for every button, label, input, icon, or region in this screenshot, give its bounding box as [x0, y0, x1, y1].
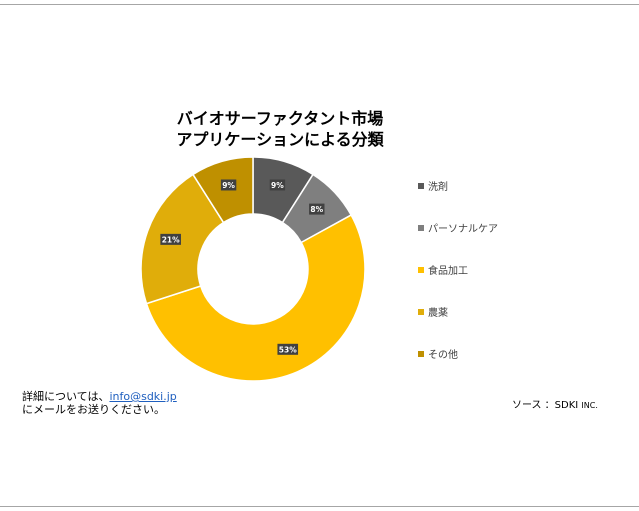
- source-suffix: INC.: [581, 401, 598, 410]
- legend-label: 農薬: [428, 308, 448, 319]
- data-label-text: 53%: [279, 345, 297, 354]
- legend-item-2: パーソナルケア: [418, 220, 498, 235]
- data-label-box: [220, 179, 237, 191]
- contact-prefix: 詳細については、: [22, 390, 110, 403]
- contact-note: 詳細については、info@sdki.jp にメールをお送りください。: [22, 390, 177, 416]
- legend-item-5: その他: [418, 346, 458, 361]
- legend-label: 洗剤: [428, 182, 448, 193]
- data-label-text: 9%: [271, 181, 284, 190]
- legend-item-1: 洗剤: [418, 178, 448, 193]
- data-label-box: [269, 179, 286, 191]
- data-label-box: [277, 343, 299, 355]
- chart-title-line-2: アプリケーションによる分類: [176, 130, 384, 149]
- chart-title: バイオサーファクタント市場 アプリケーションによる分類: [150, 108, 410, 150]
- data-label-3: 53%: [277, 343, 299, 355]
- contact-email-link[interactable]: info@sdki.jp: [109, 390, 177, 403]
- data-label-2: 8%: [309, 203, 325, 215]
- source-label: ソース ：SDKI: [512, 400, 579, 411]
- legend-label: 食品加工: [428, 266, 468, 277]
- data-label-text: 9%: [222, 181, 235, 190]
- legend-item-3: 食品加工: [418, 262, 468, 277]
- bottom-divider: [0, 506, 639, 507]
- top-divider: [0, 4, 639, 5]
- legend-swatch: [418, 224, 424, 231]
- donut-slice-4: [140, 173, 225, 305]
- chart-title-line-1: バイオサーファクタント市場: [176, 109, 384, 128]
- data-label-text: 21%: [162, 235, 180, 244]
- legend-swatch: [418, 266, 424, 273]
- legend-item-4: 農薬: [418, 304, 448, 319]
- legend-swatch: [418, 308, 424, 315]
- contact-suffix: にメールをお送りください。: [22, 403, 165, 416]
- legend-swatch: [418, 350, 424, 357]
- donut-slice-3: [145, 214, 366, 382]
- data-label-box: [160, 233, 181, 245]
- data-label-1: 9%: [269, 179, 286, 191]
- data-label-text: 8%: [310, 205, 323, 214]
- data-label-box: [309, 203, 325, 215]
- data-label-5: 9%: [220, 179, 237, 191]
- legend-swatch: [418, 182, 424, 189]
- source-note: ソース ：SDKI INC.: [512, 396, 598, 411]
- data-label-4: 21%: [160, 233, 181, 245]
- legend-label: その他: [428, 350, 458, 361]
- legend-label: パーソナルケア: [428, 224, 498, 235]
